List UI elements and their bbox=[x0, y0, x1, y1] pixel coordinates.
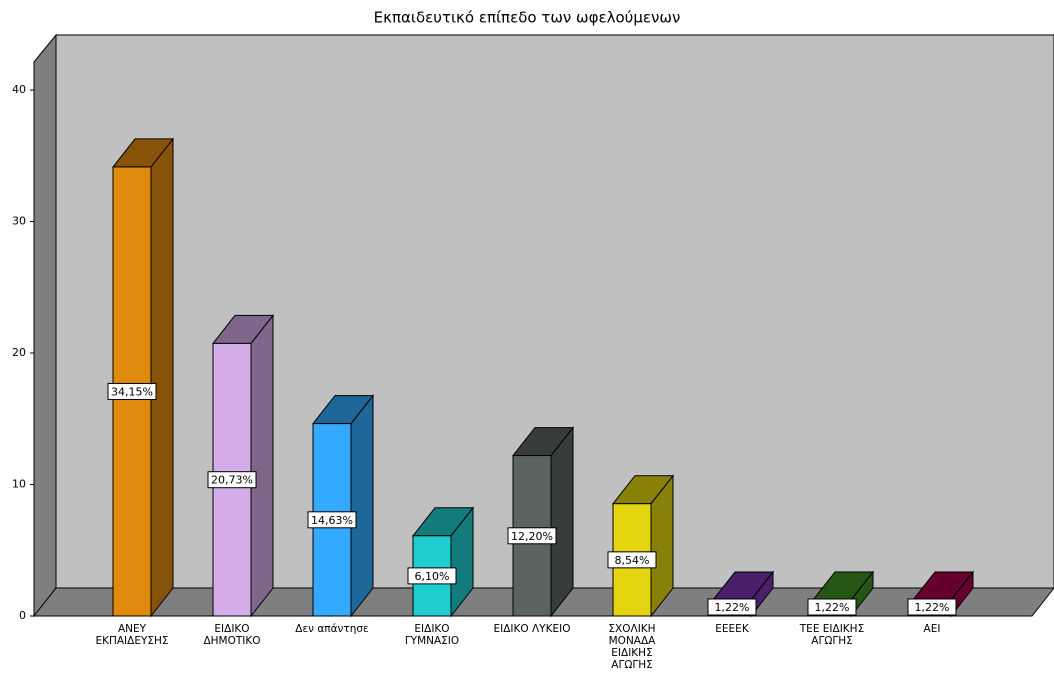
value-label-box bbox=[207, 471, 257, 489]
value-label-box bbox=[107, 382, 157, 400]
side-wall bbox=[33, 33, 57, 618]
value-label: 8,54% bbox=[615, 554, 650, 567]
bar-side bbox=[350, 394, 374, 618]
value-label: 20,73% bbox=[211, 474, 253, 487]
x-tick-label: ΑΕΙ bbox=[923, 623, 941, 635]
value-label-box bbox=[507, 527, 557, 545]
chart-title: Εκπαιδευτικό επίπεδο των ωφελούμενων bbox=[374, 9, 681, 27]
value-label: 34,15% bbox=[111, 385, 153, 398]
value-label-box bbox=[307, 511, 357, 529]
value-label: 1,22% bbox=[915, 601, 950, 614]
y-tick-label: 30 bbox=[12, 215, 26, 228]
value-label: 14,63% bbox=[311, 514, 353, 527]
value-label: 12,20% bbox=[511, 530, 553, 543]
y-tick-label: 40 bbox=[12, 83, 26, 96]
x-tick-label: ΣΧΟΛΙΚΗ ΜΟΝΑΔΑ ΕΙΔΙΚΗΣ ΑΓΩΓΗΣ bbox=[608, 623, 656, 671]
bar-side bbox=[550, 426, 574, 618]
y-tick-label: 0 bbox=[19, 609, 26, 622]
value-label-box bbox=[807, 598, 857, 616]
value-label-box bbox=[407, 567, 457, 585]
x-tick-label: ΕΕΕΕΚ bbox=[715, 623, 749, 635]
x-tick-label: ΕΙΔΙΚΟ ΓΥΜΝΑΣΙΟ bbox=[404, 623, 460, 647]
bar-side bbox=[250, 313, 274, 618]
x-tick-label: ΑΝΕΥ ΕΚΠΑΙΔΕΥΣΗΣ bbox=[95, 623, 169, 647]
y-tick-label: 10 bbox=[12, 478, 26, 491]
y-tick-label: 20 bbox=[12, 346, 26, 359]
value-label-box bbox=[607, 551, 657, 569]
value-label-box bbox=[707, 598, 757, 616]
value-label: 1,22% bbox=[715, 601, 750, 614]
x-tick-label: Δεν απάντησε bbox=[295, 623, 369, 635]
x-tick-label: ΕΙΔΙΚΟ ΛΥΚΕΙΟ bbox=[493, 623, 571, 635]
value-label: 6,10% bbox=[415, 570, 450, 583]
value-label: 1,22% bbox=[815, 601, 850, 614]
value-label-box bbox=[907, 598, 957, 616]
bar-side bbox=[150, 137, 174, 618]
x-tick-label: ΤΕΕ ΕΙΔΙΚΗΣ ΑΓΩΓΗΣ bbox=[799, 623, 865, 647]
x-tick-label: ΕΙΔΙΚΟ ΔΗΜΟΤΙΚΟ bbox=[203, 623, 261, 647]
